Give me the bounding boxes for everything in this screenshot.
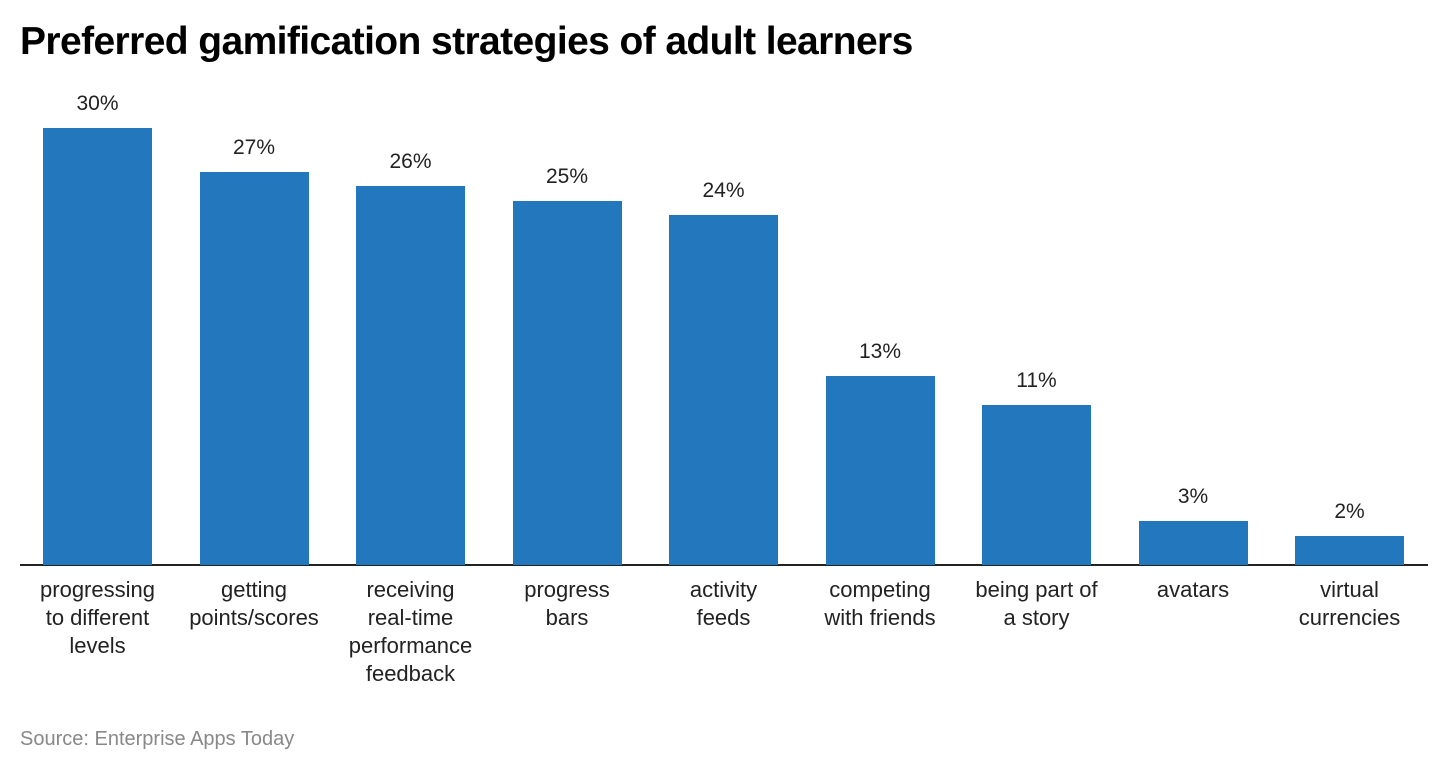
category-label: progress bars [489,576,645,632]
category-label: competing with friends [802,576,958,632]
category-label-line: competing [829,577,931,602]
category-label: being part of a story [959,576,1115,632]
category-label-line: levels [69,633,126,658]
category-label-line: performance [348,633,473,658]
category-label-line: avatars [1156,577,1230,602]
category-label-line: virtual [1320,577,1379,602]
bar [356,186,465,565]
bar [1295,535,1404,565]
chart-title: Preferred gamification strategies of adu… [20,20,913,63]
bar [1138,521,1248,565]
bar-value-label: 2% [1334,499,1365,523]
bar-value-label: 27% [232,135,276,159]
category-label-line: points/scores [189,605,319,630]
category-label-line: to different [45,605,150,630]
category-label-line: real-time [367,605,454,630]
category-label-line: progress [524,577,610,602]
source-note: Source: Enterprise Apps Today [20,728,295,750]
category-label-line: progressing [40,577,155,602]
category-label: activity feeds [646,576,802,632]
category-label: getting points/scores [176,576,332,632]
bar-value-label: 25% [545,164,589,188]
bar [512,200,622,565]
category-label-line: getting [220,577,288,602]
x-axis-line [20,564,1428,566]
bar-value-label: 26% [389,150,432,174]
bar-value-label: 13% [858,339,902,363]
bar-value-label: 24% [702,179,745,203]
bar-value-label: 30% [76,91,119,115]
category-label-line: receiving [366,577,455,602]
bar [199,171,309,565]
category-label: avatars [1115,576,1271,604]
category-label-line: activity [689,577,758,602]
bar-value-label: 3% [1177,485,1209,509]
category-label-line: a story [1003,605,1070,630]
category-label-line: feedback [365,661,456,686]
category-label: virtual currencies [1272,576,1428,632]
bar-value-label: 11% [1016,368,1057,392]
bar [43,127,152,565]
bar [982,404,1091,565]
category-label: progressing to different levels [20,576,176,660]
category-label-line: being part of [975,577,1098,602]
category-label-line: currencies [1298,605,1401,630]
category-label-line: bars [545,605,589,630]
category-label-line: with friends [824,605,936,630]
bar [669,215,778,565]
category-label: receiving real-time performance feedback [333,576,489,688]
bar [825,375,935,565]
category-label-line: feeds [696,605,751,630]
